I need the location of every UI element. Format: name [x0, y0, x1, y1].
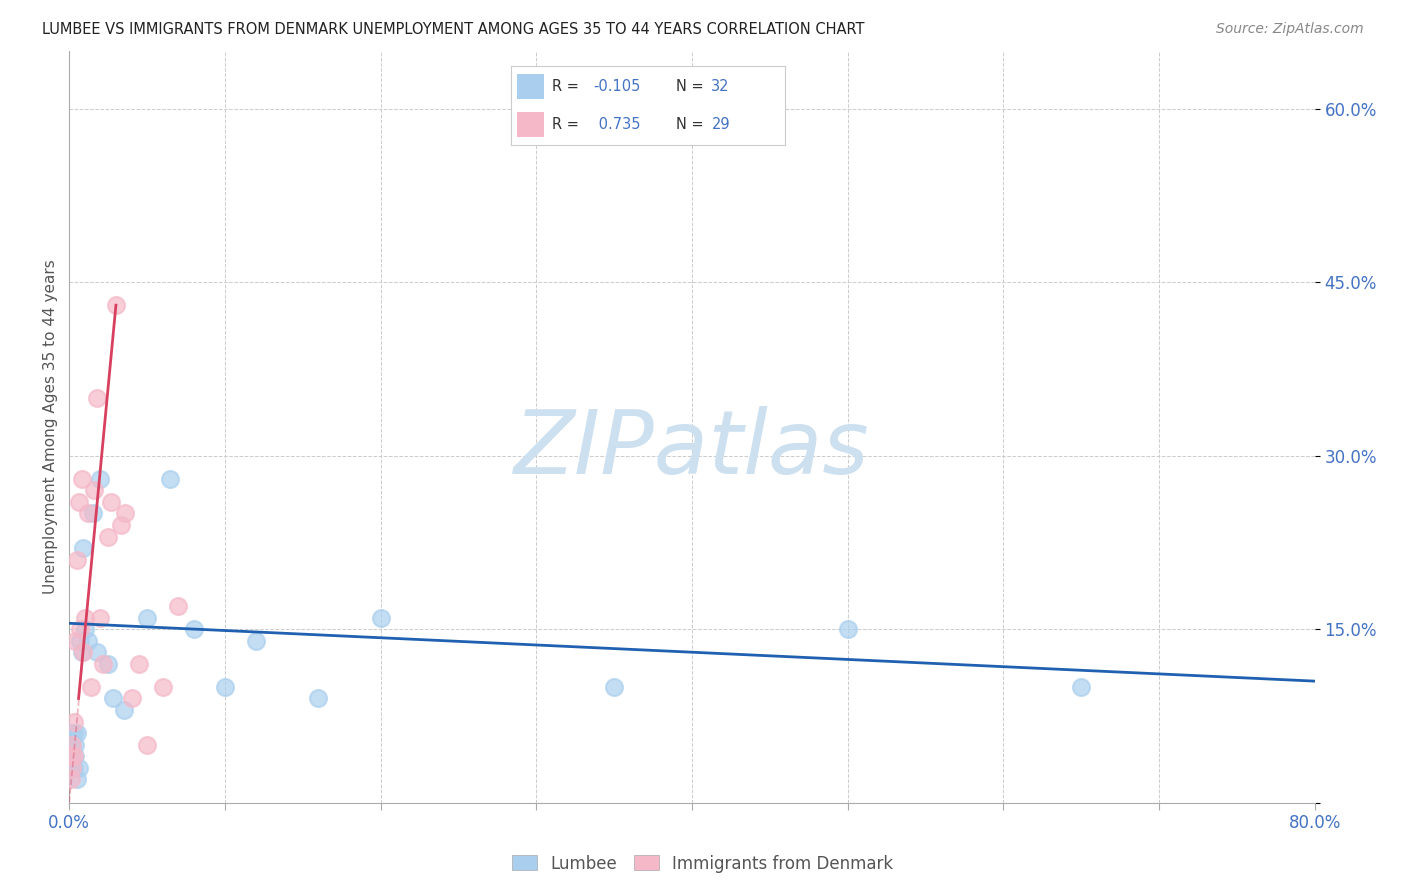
Point	[114, 507, 136, 521]
Point	[128, 657, 150, 671]
Point	[307, 691, 329, 706]
Point	[77, 507, 100, 521]
Point	[59, 749, 82, 764]
Point	[136, 610, 159, 624]
Point	[70, 472, 93, 486]
Point	[82, 507, 104, 521]
Point	[214, 680, 236, 694]
Point	[93, 657, 115, 671]
Point	[837, 622, 859, 636]
Point	[63, 726, 86, 740]
Point	[100, 495, 122, 509]
Point	[65, 633, 87, 648]
Point	[86, 391, 108, 405]
Point	[60, 738, 83, 752]
Point	[59, 726, 82, 740]
Point	[60, 738, 83, 752]
Point	[60, 761, 83, 775]
Point	[66, 726, 89, 740]
Legend: Lumbee, Immigrants from Denmark: Lumbee, Immigrants from Denmark	[506, 848, 900, 880]
Text: Source: ZipAtlas.com: Source: ZipAtlas.com	[1216, 22, 1364, 37]
Point	[104, 298, 127, 312]
Point	[86, 645, 108, 659]
Point	[77, 633, 100, 648]
Point	[245, 633, 267, 648]
Point	[112, 703, 135, 717]
Y-axis label: Unemployment Among Ages 35 to 44 years: Unemployment Among Ages 35 to 44 years	[44, 260, 58, 594]
Point	[63, 749, 86, 764]
Point	[80, 680, 103, 694]
Point	[603, 680, 626, 694]
Point	[70, 645, 93, 659]
Point	[67, 495, 90, 509]
Point	[101, 691, 124, 706]
Point	[89, 610, 111, 624]
Point	[97, 657, 120, 671]
Point	[1070, 680, 1092, 694]
Point	[167, 599, 190, 613]
Point	[121, 691, 143, 706]
Point	[183, 622, 205, 636]
Text: ZIPatlas: ZIPatlas	[515, 406, 870, 492]
Point	[136, 738, 159, 752]
Point	[159, 472, 181, 486]
Point	[97, 529, 120, 543]
Point	[60, 761, 83, 775]
Point	[152, 680, 174, 694]
Point	[83, 483, 105, 498]
Point	[69, 633, 91, 648]
Point	[73, 610, 96, 624]
Point	[63, 714, 86, 729]
Point	[66, 772, 89, 787]
Point	[73, 622, 96, 636]
Point	[72, 541, 94, 555]
Point	[59, 772, 82, 787]
Point	[89, 472, 111, 486]
Point	[110, 518, 132, 533]
Point	[65, 749, 87, 764]
Point	[63, 761, 86, 775]
Point	[66, 552, 89, 566]
Point	[370, 610, 392, 624]
Point	[59, 749, 82, 764]
Point	[72, 645, 94, 659]
Point	[67, 761, 90, 775]
Point	[65, 738, 87, 752]
Point	[69, 622, 91, 636]
Text: LUMBEE VS IMMIGRANTS FROM DENMARK UNEMPLOYMENT AMONG AGES 35 TO 44 YEARS CORRELA: LUMBEE VS IMMIGRANTS FROM DENMARK UNEMPL…	[42, 22, 865, 37]
